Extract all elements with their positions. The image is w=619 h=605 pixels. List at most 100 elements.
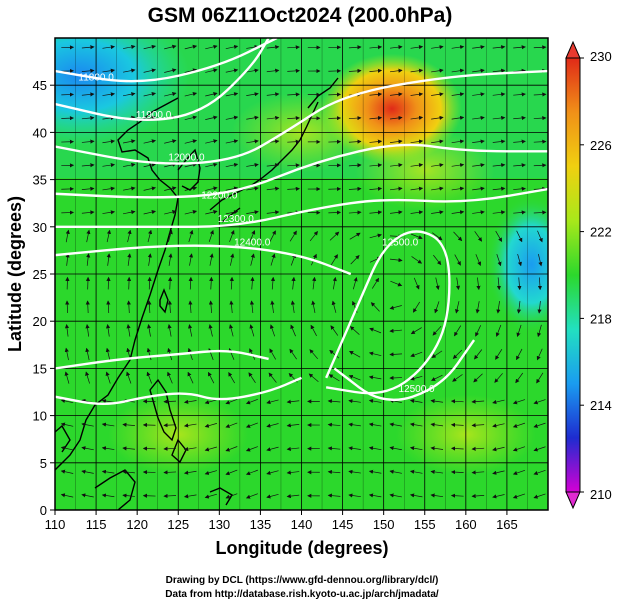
wind-arrow — [472, 115, 485, 120]
wind-arrow — [492, 446, 505, 452]
wind-arrow — [389, 210, 403, 215]
wind-arrow — [122, 162, 136, 168]
wind-arrow — [389, 493, 402, 498]
wind-arrow — [474, 231, 483, 242]
wind-arrow — [143, 139, 157, 144]
wind-arrow — [389, 328, 402, 333]
wind-arrow — [188, 276, 193, 290]
wind-arrow — [368, 375, 382, 380]
wind-arrow — [126, 371, 132, 384]
wind-arrow — [410, 210, 424, 215]
contour-label: 12300.0 — [218, 214, 255, 225]
wind-arrow — [533, 116, 547, 121]
wind-arrow — [430, 469, 444, 474]
wind-arrow — [537, 277, 543, 291]
wind-arrow — [126, 324, 131, 337]
wind-arrow — [164, 139, 177, 144]
wind-arrow — [496, 254, 502, 267]
contour-line — [55, 143, 548, 199]
wind-arrow — [368, 446, 382, 451]
wind-arrow — [291, 276, 296, 290]
wind-arrow — [204, 423, 217, 428]
wind-arrow — [389, 163, 403, 168]
wind-arrow — [348, 399, 361, 404]
wind-arrow — [81, 92, 95, 97]
y-tick-label: 20 — [33, 314, 47, 329]
wind-arrow — [101, 422, 115, 427]
wind-arrow — [183, 423, 197, 428]
wind-arrow — [229, 276, 234, 290]
wind-arrow — [106, 300, 111, 314]
wind-arrow — [473, 373, 483, 383]
contour-label: 11800.0 — [78, 72, 114, 83]
colorbar-tick-label: 214 — [590, 398, 612, 413]
wind-arrow — [81, 115, 95, 121]
wind-arrow — [513, 139, 526, 144]
wind-arrow — [246, 139, 259, 144]
contour-label: 11900.0 — [136, 110, 172, 121]
wind-arrow — [431, 92, 444, 97]
wind-arrow — [492, 186, 506, 191]
wind-arrow — [389, 45, 403, 50]
wind-arrow — [225, 139, 239, 144]
wind-arrow — [308, 373, 319, 382]
wind-arrow — [538, 253, 543, 267]
wind-arrow — [389, 446, 402, 451]
wind-arrow — [64, 347, 69, 361]
y-tick-label: 35 — [33, 173, 47, 188]
colorbar-tick-label: 230 — [590, 49, 612, 64]
wind-arrow — [370, 302, 380, 312]
wind-arrow — [475, 325, 482, 337]
wind-arrow — [451, 92, 465, 97]
wind-arrow — [266, 446, 279, 452]
wind-arrow — [369, 68, 383, 73]
wind-arrow — [249, 324, 255, 337]
wind-arrow — [205, 186, 218, 191]
wind-arrow — [225, 469, 238, 476]
wind-arrow — [389, 68, 403, 73]
wind-arrow — [430, 399, 444, 404]
wind-arrow — [188, 253, 194, 266]
wind-arrow — [349, 350, 361, 358]
wind-arrow — [266, 92, 280, 97]
wind-arrow — [81, 493, 94, 498]
wind-arrow — [245, 422, 258, 428]
coastline-philippines — [149, 378, 187, 464]
wind-arrow — [245, 399, 258, 405]
wind-arrow — [517, 253, 522, 267]
y-tick-label: 25 — [33, 267, 47, 282]
wind-arrow — [431, 162, 444, 168]
wind-arrow — [431, 44, 444, 50]
coastline-borneo — [55, 424, 136, 510]
wind-arrow — [289, 348, 297, 360]
wind-arrow — [368, 469, 382, 474]
wind-arrow — [249, 230, 256, 242]
wind-arrow — [122, 44, 136, 50]
wind-arrow — [168, 253, 173, 266]
wind-arrow — [286, 399, 300, 404]
wind-arrow — [208, 371, 215, 384]
wind-arrow — [332, 276, 337, 290]
wind-arrow — [230, 253, 235, 266]
wind-arrow — [516, 230, 523, 243]
wind-arrow — [290, 324, 296, 337]
wind-arrow — [513, 163, 526, 168]
wind-arrow — [183, 470, 197, 475]
wind-arrow — [163, 470, 177, 475]
wind-arrow — [208, 324, 213, 337]
wind-arrow — [245, 446, 258, 452]
wind-arrow — [492, 423, 505, 428]
wind-arrow — [164, 186, 177, 191]
wind-arrow — [512, 422, 526, 428]
wind-arrow — [348, 163, 362, 168]
wind-arrow — [102, 44, 116, 50]
contour-line — [55, 349, 269, 370]
wind-arrow — [167, 371, 173, 384]
x-axis-label: Longitude (degrees) — [215, 538, 388, 558]
wind-arrow — [246, 186, 259, 191]
wind-arrow — [250, 253, 255, 266]
wind-arrow — [348, 45, 362, 50]
wind-arrow — [368, 351, 382, 357]
wind-arrow — [106, 229, 111, 243]
wind-arrow — [205, 162, 218, 168]
